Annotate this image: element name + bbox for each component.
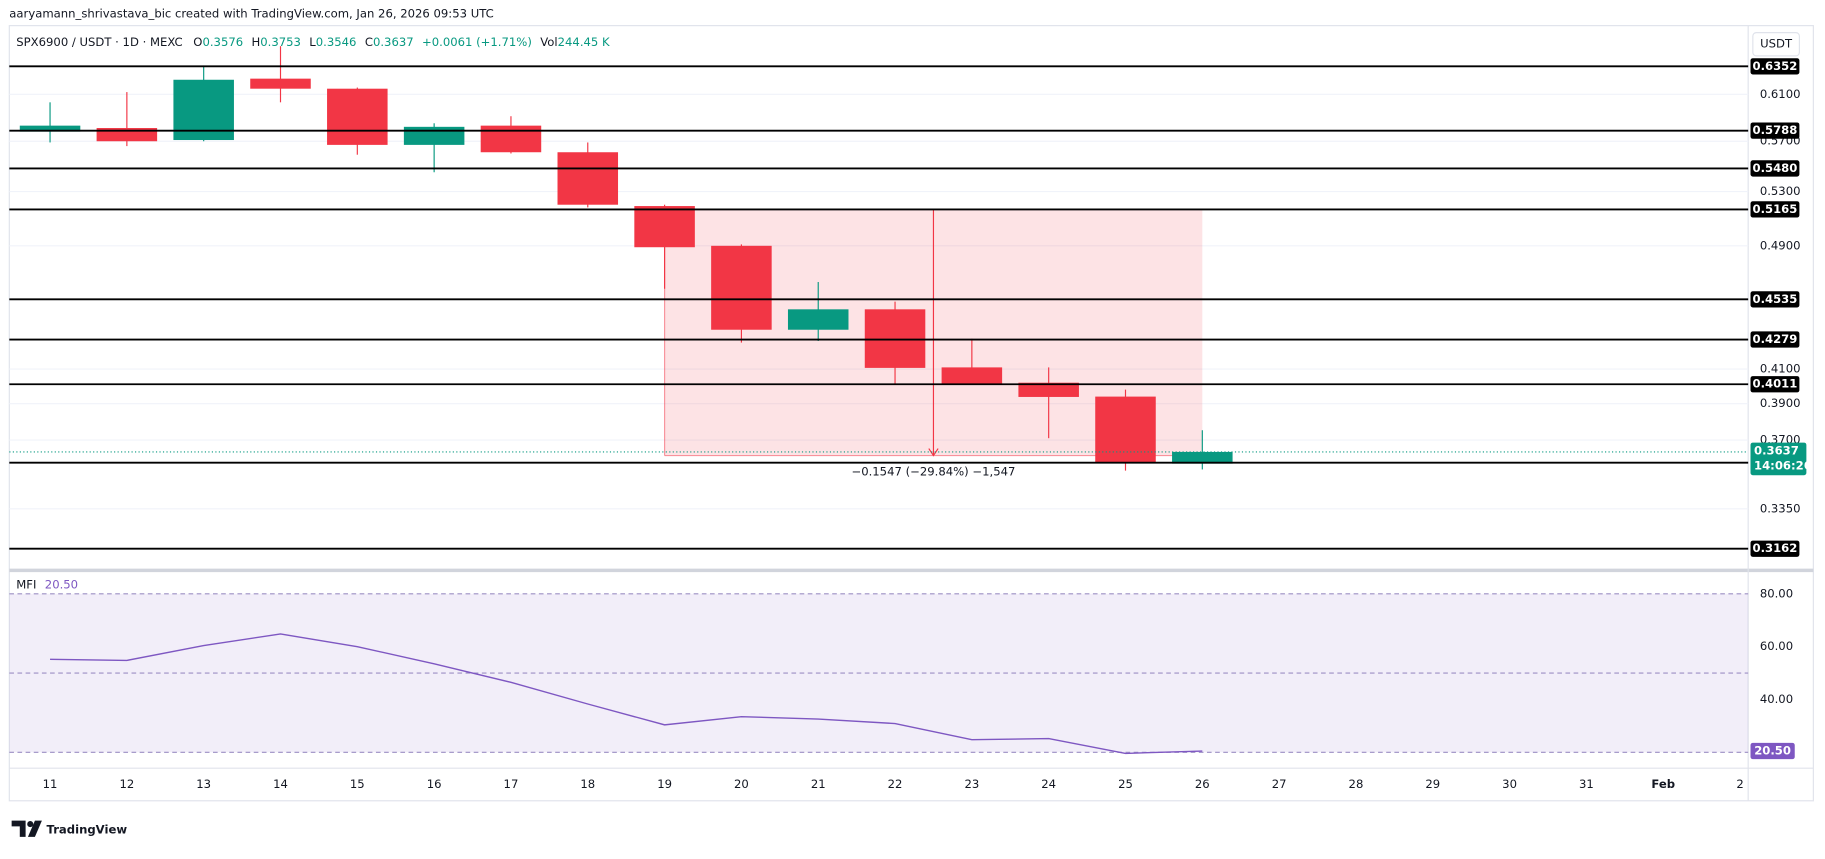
chart-frame bbox=[8, 25, 1814, 802]
current-price-badge bbox=[1750, 442, 1807, 476]
x-tick-label: 29 bbox=[1425, 777, 1440, 791]
level-label: 0.4011 bbox=[1753, 377, 1798, 391]
indicator-legend: MFI 20.50 bbox=[16, 577, 78, 591]
brand: TradingView bbox=[47, 822, 128, 836]
candle-body bbox=[19, 125, 81, 132]
logo-dot bbox=[27, 821, 34, 828]
level-badge bbox=[1750, 58, 1800, 75]
volume: 244.45 K bbox=[558, 34, 610, 48]
level-badge bbox=[1750, 160, 1800, 177]
candle-body bbox=[787, 309, 849, 330]
symbol-legend: SPX6900 / USDT · 1D · MEXC O0.3576 H0.37… bbox=[16, 34, 610, 48]
x-tick-label: 16 bbox=[427, 777, 442, 791]
x-tick-label: 17 bbox=[504, 777, 519, 791]
candle-body bbox=[1018, 382, 1079, 397]
level-label: 0.4279 bbox=[1753, 332, 1798, 346]
candle-body bbox=[403, 126, 465, 145]
measure-arrowhead bbox=[928, 448, 939, 457]
x-tick-label: 19 bbox=[657, 777, 672, 791]
y-tick-label: 0.5300 bbox=[1760, 184, 1801, 198]
x-tick-label: 22 bbox=[888, 777, 903, 791]
level-badge bbox=[1750, 291, 1800, 308]
byline: aaryamann_shrivastava_bic created with T… bbox=[9, 6, 493, 20]
close-label: C bbox=[365, 34, 373, 48]
logo-mark bbox=[11, 820, 26, 837]
indicator-badge bbox=[1750, 742, 1795, 760]
x-tick-label: 13 bbox=[196, 777, 211, 791]
open-label: O bbox=[193, 34, 202, 48]
x-tick-label: Feb bbox=[1651, 777, 1675, 791]
candle-body bbox=[250, 78, 311, 89]
candle-body bbox=[480, 125, 542, 153]
y-tick-label: 0.3350 bbox=[1760, 501, 1801, 515]
candle-body bbox=[1095, 396, 1156, 463]
level-badge bbox=[1750, 331, 1800, 348]
level-label: 0.6352 bbox=[1753, 59, 1798, 73]
x-tick-label: 15 bbox=[350, 777, 365, 791]
indicator-value: 20.50 bbox=[45, 577, 78, 591]
x-tick-label: 21 bbox=[811, 777, 826, 791]
x-tick-label: 20 bbox=[734, 777, 749, 791]
level-badge bbox=[1750, 376, 1800, 393]
indicator-title: MFI bbox=[16, 577, 36, 591]
low-value: 0.3546 bbox=[316, 34, 357, 48]
countdown: 14:06:26 bbox=[1754, 458, 1812, 472]
candle-body bbox=[711, 245, 772, 330]
candle-body bbox=[327, 88, 388, 145]
y-tick-label: 0.4100 bbox=[1760, 362, 1801, 376]
open-value: 0.3576 bbox=[202, 34, 243, 48]
current-price-label: 0.3637 bbox=[1754, 443, 1799, 457]
logo-slash bbox=[27, 820, 42, 837]
currency[interactable]: USDT bbox=[1760, 37, 1793, 51]
symbol: SPX6900 / USDT · 1D · MEXC bbox=[16, 34, 182, 48]
y-tick-label: 80.00 bbox=[1760, 586, 1793, 600]
x-tick-label: 2 bbox=[1736, 777, 1743, 791]
y-tick-label: 0.3900 bbox=[1760, 396, 1801, 410]
level-label: 0.3162 bbox=[1753, 541, 1798, 555]
high-label: H bbox=[252, 34, 261, 48]
x-tick-label: 23 bbox=[964, 777, 979, 791]
candle-body bbox=[941, 367, 1003, 385]
indicator-line bbox=[50, 633, 1203, 755]
y-tick-label: 0.4900 bbox=[1760, 238, 1801, 252]
x-tick-label: 25 bbox=[1118, 777, 1133, 791]
level-badge bbox=[1750, 122, 1800, 139]
change: +0.0061 (+1.71%) bbox=[422, 34, 532, 48]
low-label: L bbox=[309, 34, 316, 48]
y-tick-label: 0.6100 bbox=[1760, 87, 1801, 101]
high-value: 0.3753 bbox=[260, 34, 301, 48]
x-tick-label: 14 bbox=[273, 777, 288, 791]
level-badge bbox=[1750, 201, 1800, 218]
brand-logo: TradingView bbox=[11, 820, 128, 837]
candle-body bbox=[1172, 451, 1233, 464]
level-label: 0.4535 bbox=[1753, 292, 1798, 306]
x-tick-label: 24 bbox=[1041, 777, 1056, 791]
x-tick-label: 27 bbox=[1272, 777, 1287, 791]
currency-box[interactable] bbox=[1752, 32, 1800, 57]
level-label: 0.5165 bbox=[1753, 202, 1798, 216]
x-tick-label: 12 bbox=[119, 777, 134, 791]
close-value: 0.3637 bbox=[373, 34, 414, 48]
x-tick-label: 31 bbox=[1579, 777, 1594, 791]
candle-body bbox=[634, 206, 695, 248]
x-tick-label: 28 bbox=[1349, 777, 1364, 791]
candle-body bbox=[557, 152, 619, 205]
level-badge bbox=[1750, 540, 1800, 557]
level-label: 0.5480 bbox=[1753, 161, 1798, 175]
indicator-badge-label: 20.50 bbox=[1754, 744, 1791, 758]
x-tick-label: 18 bbox=[580, 777, 595, 791]
volume-label: Vol bbox=[540, 34, 557, 48]
x-tick-label: 11 bbox=[43, 777, 58, 791]
level-label: 0.5788 bbox=[1753, 123, 1798, 137]
y-tick-label: 60.00 bbox=[1760, 639, 1793, 653]
x-tick-label: 30 bbox=[1502, 777, 1517, 791]
measure-label: −0.1547 (−29.84%) −1,547 bbox=[851, 464, 1015, 478]
x-tick-label: 26 bbox=[1195, 777, 1210, 791]
y-tick-label: 40.00 bbox=[1760, 692, 1793, 706]
